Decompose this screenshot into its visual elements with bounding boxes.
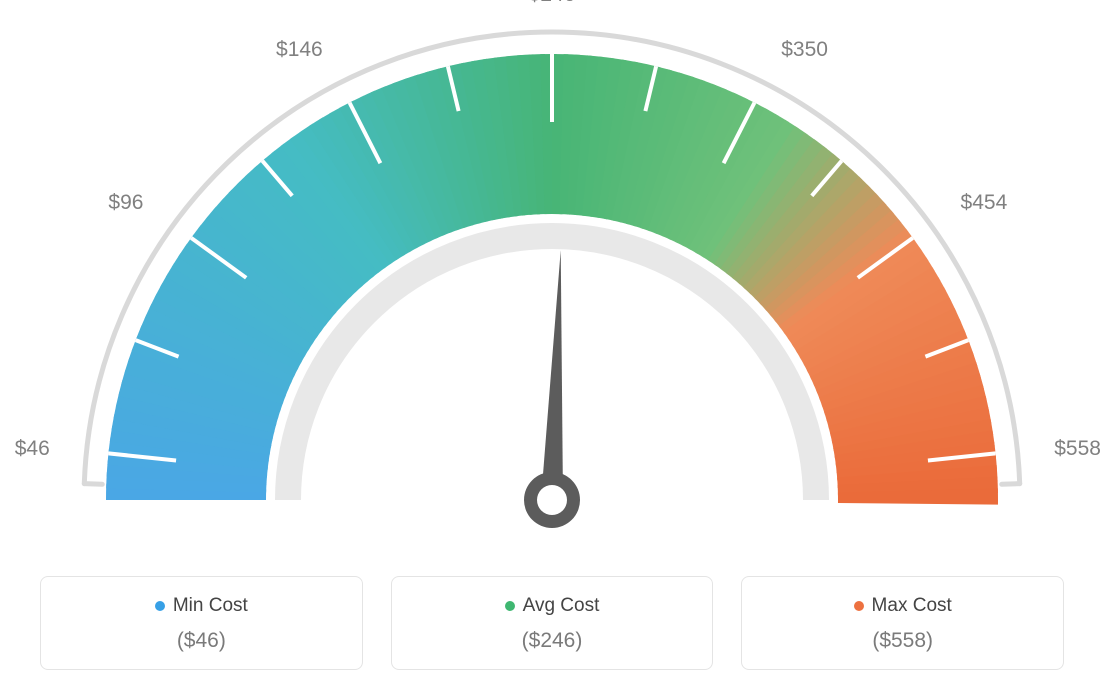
legend-label-avg: Avg Cost bbox=[523, 595, 600, 617]
tick-label: $46 bbox=[15, 437, 50, 460]
legend-title-avg: Avg Cost bbox=[505, 595, 600, 617]
legend-dot-min bbox=[155, 601, 165, 611]
legend-label-max: Max Cost bbox=[872, 595, 952, 617]
legend-card-avg: Avg Cost ($246) bbox=[391, 576, 714, 670]
tick-label: $96 bbox=[108, 191, 143, 214]
legend-dot-max bbox=[854, 601, 864, 611]
tick-label: $558 bbox=[1054, 437, 1101, 460]
legend-title-min: Min Cost bbox=[155, 595, 248, 617]
legend-row: Min Cost ($46) Avg Cost ($246) Max Cost … bbox=[0, 552, 1104, 694]
legend-value-avg: ($246) bbox=[402, 629, 703, 653]
tick-label: $146 bbox=[276, 38, 323, 61]
tick-label: $246 bbox=[529, 0, 576, 6]
legend-value-min: ($46) bbox=[51, 629, 352, 653]
gauge-needle bbox=[541, 250, 563, 500]
cost-gauge: $46 $96 $146 $246 $350 $454 $558 bbox=[0, 0, 1104, 552]
tick-label: $454 bbox=[961, 191, 1008, 214]
legend-card-max: Max Cost ($558) bbox=[741, 576, 1064, 670]
legend-label-min: Min Cost bbox=[173, 595, 248, 617]
legend-card-min: Min Cost ($46) bbox=[40, 576, 363, 670]
legend-value-max: ($558) bbox=[752, 629, 1053, 653]
tick-label: $350 bbox=[781, 38, 828, 61]
legend-dot-avg bbox=[505, 601, 515, 611]
gauge-svg: $46 $96 $146 $246 $350 $454 $558 bbox=[0, 0, 1104, 552]
legend-title-max: Max Cost bbox=[854, 595, 952, 617]
